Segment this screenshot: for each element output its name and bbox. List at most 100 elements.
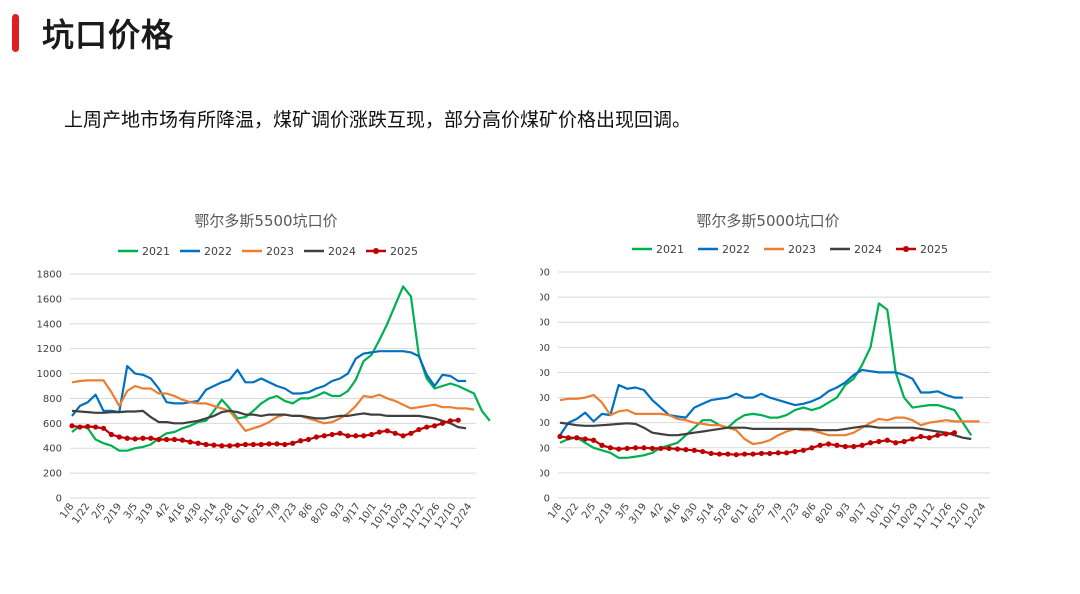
data-point [884,437,890,443]
legend-label: 2025 [390,245,418,258]
data-point [424,424,430,430]
data-point [368,431,375,438]
data-point [742,451,748,457]
data-point [250,441,256,448]
data-point [574,435,580,441]
data-point [624,445,630,452]
data-point [392,430,398,436]
data-point [775,450,781,456]
data-point [783,450,790,456]
data-point [108,431,115,438]
y-tick-label: 1400 [540,318,550,329]
data-point [408,430,414,436]
legend-label: 2022 [722,243,750,256]
data-point [290,440,296,446]
y-tick-label: 1200 [540,343,550,354]
series-line-2021 [559,302,973,459]
data-point [733,452,739,458]
series-line-2024 [71,409,467,430]
data-point [926,435,932,441]
legend-item-2024: 2024 [304,245,356,258]
data-point [329,431,335,438]
x-tick-label: 5/28 [712,501,734,526]
x-tick-label: 6/25 [746,501,768,526]
series-2022 [559,368,963,436]
data-point [901,438,907,445]
x-tick-label: 9/17 [848,501,870,526]
data-point [876,438,882,445]
x-tick-label: 7/23 [277,501,299,526]
data-point [187,439,193,445]
data-point [219,443,225,449]
data-point [851,443,857,450]
legend-item-2025: 2025 [366,245,418,258]
series-line-2022 [71,350,467,417]
y-tick-label: 1800 [540,268,550,279]
y-tick-label: 1800 [37,270,62,281]
data-point [361,433,367,439]
data-point [337,430,343,436]
data-point [557,433,563,440]
y-tick-label: 1600 [37,294,62,305]
data-point [242,441,249,448]
y-tick-label: 1400 [37,319,62,330]
legend-item-2023: 2023 [764,243,816,256]
y-tick-label: 400 [43,444,62,455]
data-point [792,448,798,455]
legend-label: 2021 [656,243,684,256]
data-point [607,445,613,451]
data-point [842,443,848,450]
y-tick-label: 600 [540,418,550,429]
chart-title: 鄂尔多斯5500坑口价 [194,212,337,230]
data-point [416,426,422,433]
data-point [909,436,916,442]
data-point [100,425,107,431]
data-point [825,441,832,447]
legend-item-2024: 2024 [830,243,882,256]
y-tick-label: 200 [43,469,62,480]
legend-label: 2025 [920,243,948,256]
y-tick-label: 1000 [540,368,550,379]
data-point [725,451,731,457]
data-point [124,435,130,441]
data-point [800,447,806,453]
legend-item-2021: 2021 [118,245,170,258]
series-2021 [559,302,973,459]
x-tick-label: 5/14 [695,501,717,526]
data-point [195,440,201,446]
legend-item-2022: 2022 [698,243,750,256]
series-2023 [71,379,475,432]
x-tick-label: 4/16 [661,501,683,526]
x-tick-label: 1/22 [560,501,582,526]
data-point [376,429,383,435]
data-point [708,450,714,457]
y-tick-label: 800 [540,393,550,404]
data-point [951,430,958,436]
data-point [691,447,697,453]
y-tick-label: 0 [56,494,62,505]
legend-label: 2023 [788,243,816,256]
data-point [156,436,162,443]
data-point [666,445,672,452]
x-tick-label: 6/25 [246,501,268,526]
legend-item-2023: 2023 [242,245,294,258]
series-2024 [559,421,972,441]
series-2022 [71,350,467,417]
legend-marker [903,246,909,252]
data-point [649,445,655,452]
data-point [590,437,597,443]
data-point [683,447,689,453]
data-point [140,435,146,441]
data-point [867,440,874,446]
series-line-2024 [559,421,972,441]
data-point [658,445,664,452]
page-title: 坑口价格 [42,16,175,54]
data-point [758,450,765,457]
data-point [447,418,453,424]
title-accent-bar [12,14,19,52]
data-point [582,436,588,442]
data-point [321,433,327,439]
series-2024 [71,409,467,430]
series-line-2023 [559,393,980,446]
data-point [859,442,865,448]
